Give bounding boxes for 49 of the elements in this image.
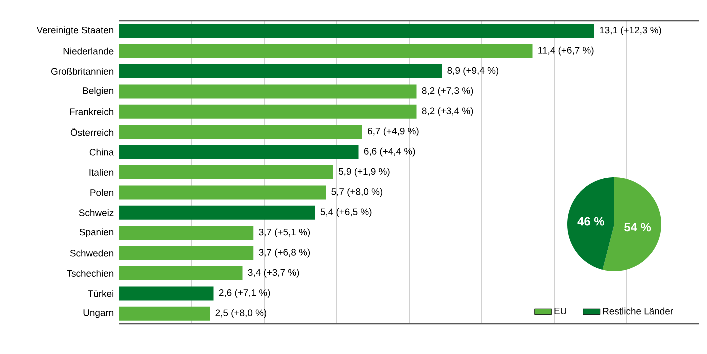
data-label: 5,4 (+6,5 %) [320, 208, 372, 218]
data-label: 2,6 (+7,1 %) [219, 289, 270, 298]
bar [120, 166, 334, 180]
bar [120, 24, 594, 38]
data-label: 3,7 (+5,1 %) [259, 228, 310, 238]
y-tick-label: Ungarn [84, 310, 114, 318]
y-tick-label: Niederlande [64, 48, 114, 55]
bar [120, 44, 533, 58]
y-tick-label: Polen [90, 189, 114, 196]
bar [120, 266, 243, 281]
data-label: 2,5 (+8,0 %) [216, 309, 267, 318]
y-tick-label: Österreich [70, 128, 114, 136]
y-tick-label: Tschechien [67, 270, 114, 277]
data-label: 6,7 (+4,9 %) [368, 128, 419, 137]
data-label: 6,6 (+4,4 %) [364, 148, 416, 157]
legend-label: Restliche Länder [603, 308, 674, 315]
bar [120, 286, 214, 301]
y-tick-label: China [90, 148, 114, 156]
y-tick-label: Italien [90, 169, 114, 176]
y-tick-label: Schweiz [79, 209, 114, 216]
bar [120, 206, 316, 220]
y-tick-label: Belgien [83, 87, 114, 96]
data-label: 3,7 (+6,8 %) [259, 248, 310, 258]
bar [120, 246, 254, 260]
y-tick-label: Schweden [70, 250, 114, 257]
data-label: 8,9 (+9,4 %) [448, 67, 499, 76]
bar [120, 104, 417, 119]
bar [120, 306, 210, 321]
bar [120, 125, 362, 140]
bar [120, 186, 326, 200]
data-label: 8,2 (+3,4 %) [422, 107, 474, 116]
data-label: 13,1 (+12,3 %) [600, 26, 662, 36]
bar [120, 84, 417, 99]
y-tick-label: Frankreich [70, 108, 114, 116]
data-label: 5,9 (+1,9 %) [338, 168, 390, 177]
bar [120, 64, 442, 78]
data-label: 54 % [624, 223, 652, 232]
bar [120, 226, 254, 240]
data-label: 11,4 (+6,7 %) [538, 46, 594, 56]
y-tick-label: Spanien [80, 228, 114, 238]
legend-label: EU [554, 308, 566, 315]
y-tick-label: Vereinigte Staaten [36, 26, 114, 36]
data-label: 46 % [578, 217, 604, 226]
data-label: 3,4 (+3,7 %) [248, 269, 300, 278]
y-tick-label: Türkei [88, 290, 114, 298]
data-label: 8,2 (+7,3 %) [422, 87, 474, 96]
bar [120, 145, 359, 160]
data-label: 5,7 (+8,0 %) [332, 188, 383, 198]
y-tick-label: Großbritannien [51, 68, 114, 75]
